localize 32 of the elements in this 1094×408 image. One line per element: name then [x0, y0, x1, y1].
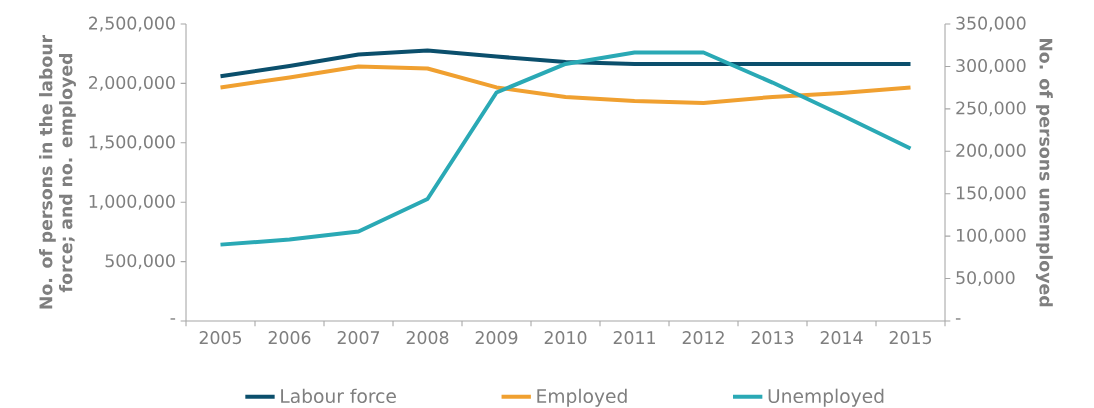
legend-label: Employed	[537, 388, 627, 407]
y-axis-title: No. of persons in the labour force; and no. employed	[39, 34, 76, 309]
x-tick-label: 2005	[199, 331, 242, 345]
y2-tick-label: 350,000	[956, 16, 1026, 32]
y-tick-label: -	[170, 318, 176, 320]
x-tick-label: 2006	[268, 331, 311, 345]
y2-tick-label: 100,000	[956, 228, 1026, 244]
x-tick-label: 2009	[475, 331, 518, 345]
x-tick-label: 2011	[613, 331, 655, 345]
legend-label: Labour force	[281, 388, 396, 404]
y-tick-label: 2,500,000	[89, 16, 175, 32]
x-tick-label: 2015	[889, 331, 932, 345]
y-tick-label: 500,000	[105, 254, 175, 270]
y2-tick-label: -	[955, 318, 961, 320]
y2-tick-label: 250,000	[956, 101, 1026, 117]
y-tick-label: 1,500,000	[89, 135, 175, 151]
x-tick-label: 2007	[337, 331, 380, 345]
x-tick-label: 2012	[682, 331, 724, 345]
x-tick-label: 2008	[406, 331, 449, 345]
y-tick-label: 1,000,000	[89, 194, 175, 210]
y-tick-label: 2,000,000	[89, 75, 175, 91]
y2-tick-label: 150,000	[956, 186, 1026, 202]
y2-tick-label: 300,000	[956, 59, 1026, 74]
x-tick-label: 2014	[820, 331, 863, 345]
y2-axis-title: No. of persons unemployed	[1035, 38, 1053, 307]
y2-tick-label: 200,000	[956, 143, 1026, 159]
line-series	[218, 50, 913, 247]
x-tick-label: 2010	[544, 331, 587, 345]
y2-tick-label: 50,000	[956, 271, 1015, 287]
line-series	[218, 64, 913, 105]
x-tick-label: 2013	[751, 331, 794, 345]
legend-label: Unemployed	[768, 388, 884, 407]
